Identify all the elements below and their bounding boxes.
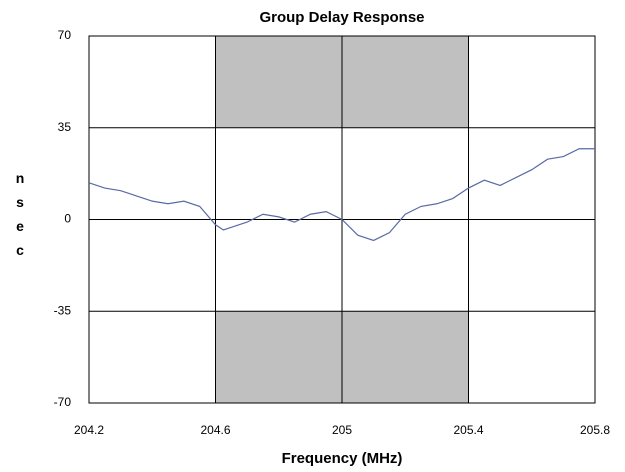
y-tick-label: -70 bbox=[54, 395, 72, 409]
y-tick-label: 70 bbox=[58, 28, 72, 42]
y-tick-label: 35 bbox=[58, 120, 72, 134]
x-tick-label: 205.8 bbox=[580, 423, 610, 437]
plot-border bbox=[88, 35, 596, 404]
y-tick-label: -35 bbox=[54, 303, 72, 317]
x-tick-label: 205.4 bbox=[453, 423, 483, 437]
x-tick-label: 204.6 bbox=[200, 423, 230, 437]
x-tick-label: 204.2 bbox=[74, 423, 104, 437]
chart-title: Group Delay Response bbox=[259, 9, 424, 26]
y-tick-label: 0 bbox=[64, 212, 71, 226]
data-line bbox=[88, 148, 595, 242]
x-axis-label: Frequency (MHz) bbox=[282, 450, 403, 467]
x-tick-label: 205 bbox=[332, 423, 352, 437]
y-axis-label: nsec bbox=[12, 170, 28, 266]
